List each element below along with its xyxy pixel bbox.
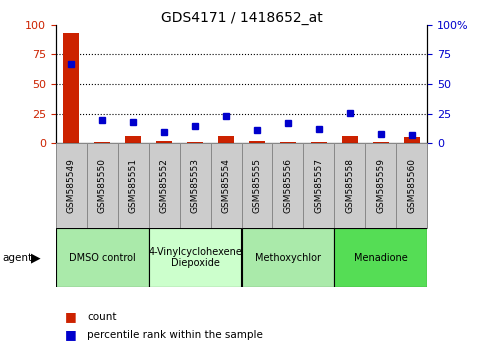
Text: ▶: ▶ — [31, 251, 41, 264]
Text: ■: ■ — [65, 328, 77, 341]
Bar — [334, 143, 366, 228]
Text: GSM585549: GSM585549 — [67, 158, 75, 213]
Bar — [125, 136, 141, 143]
Text: GSM585553: GSM585553 — [190, 158, 199, 213]
Text: Menadione: Menadione — [354, 252, 408, 263]
Bar — [342, 136, 358, 143]
Bar — [149, 228, 242, 287]
Text: GSM585556: GSM585556 — [284, 158, 293, 213]
Bar — [63, 33, 79, 143]
Bar — [249, 141, 265, 143]
Text: percentile rank within the sample: percentile rank within the sample — [87, 330, 263, 339]
Bar — [366, 143, 397, 228]
Bar — [56, 143, 86, 228]
Bar — [94, 142, 110, 143]
Bar — [149, 143, 180, 228]
Bar — [404, 137, 420, 143]
Bar — [242, 143, 272, 228]
Text: agent: agent — [2, 252, 32, 263]
Bar — [218, 136, 234, 143]
Text: GSM585557: GSM585557 — [314, 158, 324, 213]
Bar — [117, 143, 149, 228]
Bar — [303, 143, 334, 228]
Text: GDS4171 / 1418652_at: GDS4171 / 1418652_at — [161, 11, 322, 25]
Bar — [373, 142, 389, 143]
Text: GSM585559: GSM585559 — [376, 158, 385, 213]
Bar — [242, 228, 334, 287]
Text: GSM585555: GSM585555 — [253, 158, 261, 213]
Text: GSM585550: GSM585550 — [98, 158, 107, 213]
Bar — [397, 143, 427, 228]
Bar — [180, 143, 211, 228]
Text: DMSO control: DMSO control — [69, 252, 135, 263]
Text: ■: ■ — [65, 310, 77, 323]
Text: GSM585560: GSM585560 — [408, 158, 416, 213]
Text: 4-Vinylcyclohexene
Diepoxide: 4-Vinylcyclohexene Diepoxide — [148, 247, 242, 268]
Bar — [280, 142, 296, 143]
Bar — [311, 142, 327, 143]
Text: count: count — [87, 312, 116, 322]
Text: Methoxychlor: Methoxychlor — [255, 252, 321, 263]
Bar — [187, 142, 203, 143]
Text: GSM585552: GSM585552 — [159, 158, 169, 213]
Text: GSM585558: GSM585558 — [345, 158, 355, 213]
Bar — [334, 228, 427, 287]
Bar — [211, 143, 242, 228]
Bar — [86, 143, 117, 228]
Bar — [272, 143, 303, 228]
Text: GSM585554: GSM585554 — [222, 158, 230, 213]
Bar — [156, 141, 172, 143]
Text: GSM585551: GSM585551 — [128, 158, 138, 213]
Bar — [56, 228, 149, 287]
